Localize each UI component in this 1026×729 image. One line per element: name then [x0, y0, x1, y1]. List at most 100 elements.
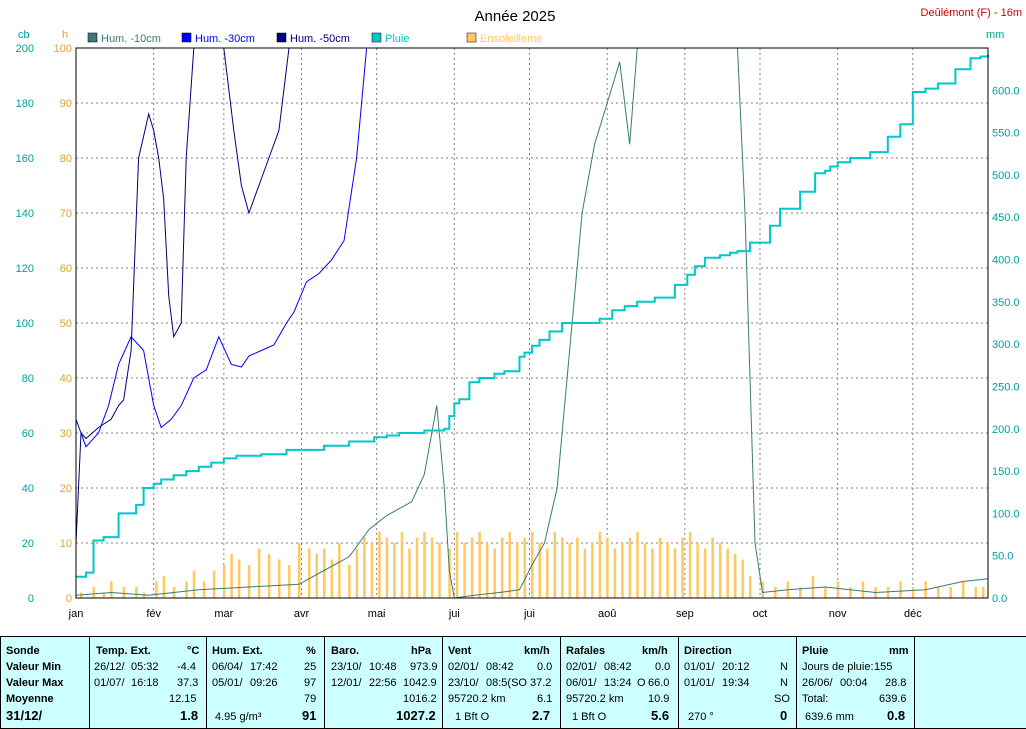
x-tick-label: avr — [294, 608, 310, 620]
hum-min-time: 17:42 — [250, 661, 278, 673]
row-label-min: Valeur Min — [6, 661, 62, 673]
series-line — [76, 54, 989, 578]
y-tick-label-cb: 140 — [16, 208, 34, 220]
table-top-border — [0, 636, 1026, 637]
rafales-max-direction: O — [637, 677, 646, 689]
sunshine-bar — [267, 554, 271, 598]
sunshine-bar — [423, 532, 426, 598]
hum-last: 91 — [302, 708, 317, 723]
x-tick-label: nov — [829, 608, 847, 620]
header-hum-unit: % — [306, 645, 316, 657]
sunshine-bar — [861, 581, 865, 598]
sunshine-bar — [949, 587, 952, 598]
sunshine-bar — [470, 537, 474, 598]
sunshine-bar — [981, 587, 985, 598]
sunshine-bar — [696, 543, 699, 598]
legend-swatch — [466, 32, 477, 43]
pluie-cumulative: 639.6 mm — [805, 711, 854, 723]
vent-min-date: 02/01/ — [448, 661, 479, 673]
sunshine-bar — [961, 581, 965, 598]
legend-swatch — [181, 32, 192, 43]
table-divider — [796, 636, 797, 729]
vent-min-time: 08:42 — [486, 661, 514, 673]
sunshine-bar — [102, 592, 106, 598]
y-tick-label-mm: 600.0 — [992, 85, 1020, 97]
sunshine-bar — [355, 548, 359, 598]
y-tick-label-mm: 400.0 — [992, 255, 1020, 267]
y-tick-label-cb: 80 — [22, 373, 34, 385]
chart-title: Année 2025 — [475, 8, 556, 25]
sunshine-bar — [681, 537, 684, 598]
rafales-min-time: 08:42 — [604, 661, 632, 673]
hum-absolute: 4.95 g/m³ — [215, 711, 262, 723]
pluie-max-date: 26/06/ — [802, 677, 833, 689]
temp-max-date: 01/07/ — [94, 677, 125, 689]
y-tick-label-cb: 40 — [22, 483, 34, 495]
sunshine-bar — [297, 543, 301, 598]
y-tick-label-h: 30 — [60, 428, 72, 440]
sunshine-bar — [824, 587, 827, 598]
legend: Hum. -10cm Hum. -30cm Hum. -50cm Pluie Ensol… — [87, 32, 542, 45]
legend-swatch — [87, 32, 98, 43]
x-tick-label: aoû — [598, 608, 616, 620]
sunshine-bar — [523, 537, 526, 598]
baro-max-date: 12/01/ — [331, 677, 362, 689]
sunshine-bar — [561, 537, 564, 598]
y-tick-label-mm: 0.0 — [992, 593, 1007, 605]
sunshine-bar — [338, 543, 341, 598]
sunshine-bar — [415, 537, 419, 598]
y-tick-label-cb: 120 — [16, 263, 34, 275]
y-tick-label-h: 60 — [60, 263, 72, 275]
vent-max-time: 08:5(SO — [486, 677, 527, 689]
sunshine-bar — [591, 543, 594, 598]
sunshine-bar — [430, 537, 434, 598]
sunshine-bar — [621, 543, 624, 598]
y-tick-label-mm: 250.0 — [992, 381, 1020, 393]
header-vent: Vent — [448, 645, 472, 657]
sunshine-bar — [911, 587, 915, 598]
sunshine-bar — [485, 543, 489, 598]
x-tick-label: mai — [368, 608, 386, 620]
sunshine-bar — [438, 543, 441, 598]
baro-min-date: 23/10/ — [331, 661, 362, 673]
right-unit-mm: mm — [986, 29, 1004, 41]
legend-swatch — [276, 32, 287, 43]
header-pluie-unit: mm — [889, 645, 909, 657]
y-tick-label-cb: 0 — [28, 593, 34, 605]
sunshine-bar — [613, 548, 617, 598]
sunshine-bar — [393, 543, 396, 598]
axes: 0 20 40 60 80 100 120 140 160 180 200 0 10 20 30 40 50 60… — [16, 43, 1020, 620]
pluie-last: 0.8 — [887, 708, 906, 723]
y-tick-label-mm: 500.0 — [992, 170, 1020, 182]
sunshine-bar — [849, 587, 852, 598]
pluie-days: 155 — [874, 661, 893, 673]
sunshine-bar — [378, 532, 381, 598]
rafales-distance: 95720.2 km — [566, 693, 624, 705]
stats-table: Sonde Temp. Ext. °C Hum. Ext. % Baro. hP… — [0, 636, 1026, 729]
pluie-max-time: 00:04 — [840, 677, 868, 689]
sunshine-bar — [155, 581, 158, 598]
y-tick-label-cb: 20 — [22, 538, 34, 550]
row-label-moy: Moyenne — [6, 693, 54, 705]
direction-moy: SO — [774, 693, 790, 705]
table-divider — [324, 636, 325, 729]
sunshine-bar — [636, 532, 639, 598]
sunshine-bar — [546, 548, 549, 598]
sunshine-bar — [212, 570, 216, 598]
y-tick-label-mm: 200.0 — [992, 424, 1020, 436]
sunshine-bar — [162, 576, 166, 598]
header-vent-unit: km/h — [524, 645, 550, 657]
y-tick-label-h: 20 — [60, 483, 72, 495]
sunshine-bar — [836, 581, 840, 598]
sunshine-bar — [651, 548, 654, 598]
sunshine-bar — [287, 565, 291, 598]
sunshine-bar — [408, 548, 411, 598]
sunshine-bar — [330, 559, 334, 598]
sunshine-bar — [92, 587, 96, 598]
vent-last: 2.7 — [532, 708, 551, 723]
sunshine-bar — [538, 543, 542, 598]
sunshine-bar — [673, 548, 677, 598]
sunshine-bar — [886, 587, 890, 598]
sunshine-bar — [733, 554, 737, 598]
table-divider — [89, 636, 90, 729]
